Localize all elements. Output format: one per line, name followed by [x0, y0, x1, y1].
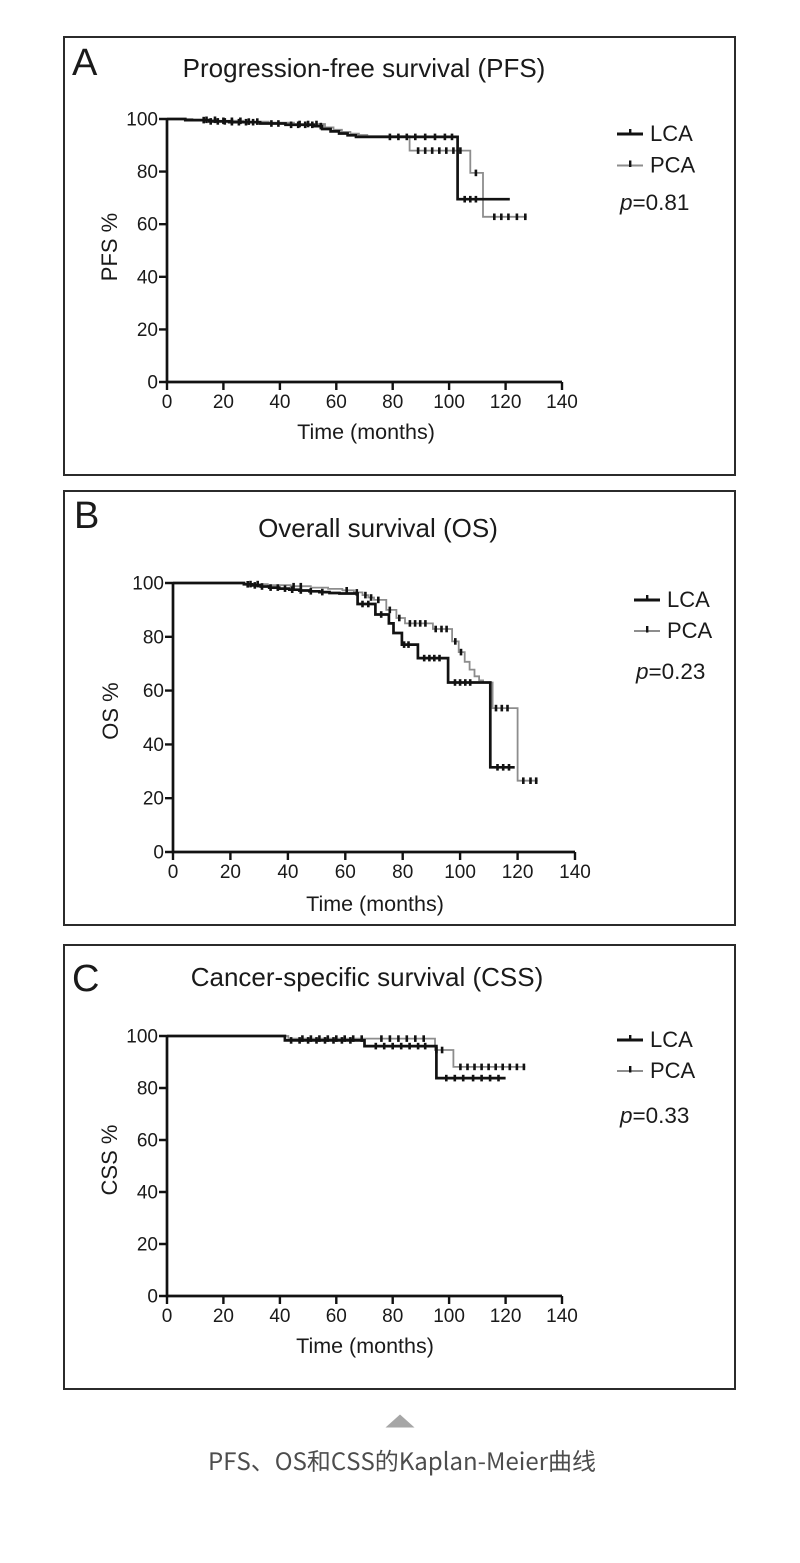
- svg-text:100: 100: [126, 110, 158, 131]
- svg-text:0: 0: [162, 392, 173, 413]
- svg-text:0: 0: [147, 1287, 158, 1308]
- svg-text:Time (months): Time (months): [297, 420, 435, 444]
- svg-text:LCA: LCA: [650, 1027, 693, 1052]
- svg-text:60: 60: [335, 862, 356, 883]
- svg-text:100: 100: [444, 862, 476, 883]
- svg-text:20: 20: [137, 1235, 158, 1256]
- svg-text:120: 120: [490, 1306, 522, 1327]
- svg-text:0: 0: [162, 1306, 173, 1327]
- svg-text:A: A: [72, 42, 98, 84]
- svg-text:140: 140: [546, 1306, 578, 1327]
- svg-text:80: 80: [392, 862, 413, 883]
- svg-text:p=0.33: p=0.33: [619, 1103, 689, 1128]
- svg-text:PFS %: PFS %: [97, 213, 122, 281]
- svg-text:Time (months): Time (months): [306, 892, 444, 916]
- svg-text:100: 100: [132, 574, 164, 595]
- svg-text:PCA: PCA: [667, 618, 713, 643]
- svg-text:60: 60: [326, 392, 347, 413]
- svg-text:60: 60: [326, 1306, 347, 1327]
- svg-text:80: 80: [382, 392, 403, 413]
- svg-text:LCA: LCA: [667, 587, 710, 612]
- svg-text:60: 60: [143, 681, 164, 702]
- svg-text:Overall survival (OS): Overall survival (OS): [258, 513, 498, 543]
- svg-text:40: 40: [143, 735, 164, 756]
- svg-text:Cancer-specific survival (CSS): Cancer-specific survival (CSS): [191, 962, 544, 992]
- svg-text:0: 0: [168, 862, 179, 883]
- svg-text:OS %: OS %: [98, 682, 123, 739]
- svg-text:40: 40: [277, 862, 298, 883]
- svg-text:20: 20: [220, 862, 241, 883]
- svg-text:40: 40: [269, 392, 290, 413]
- svg-text:40: 40: [137, 1183, 158, 1204]
- svg-text:Progression-free survival (PFS: Progression-free survival (PFS): [183, 53, 546, 83]
- svg-text:40: 40: [137, 267, 158, 288]
- svg-text:100: 100: [433, 392, 465, 413]
- svg-text:CSS %: CSS %: [97, 1125, 122, 1196]
- svg-text:0: 0: [147, 373, 158, 394]
- svg-text:LCA: LCA: [650, 121, 693, 146]
- svg-text:140: 140: [559, 862, 591, 883]
- svg-text:60: 60: [137, 1131, 158, 1152]
- svg-text:p=0.23: p=0.23: [635, 659, 705, 684]
- svg-text:0: 0: [153, 843, 164, 864]
- svg-text:140: 140: [546, 392, 578, 413]
- svg-text:C: C: [72, 958, 99, 1000]
- svg-text:20: 20: [137, 320, 158, 341]
- svg-text:PCA: PCA: [650, 1058, 696, 1083]
- svg-text:60: 60: [137, 215, 158, 236]
- svg-text:80: 80: [143, 627, 164, 648]
- svg-text:PCA: PCA: [650, 153, 696, 178]
- svg-text:80: 80: [137, 1079, 158, 1100]
- svg-text:p=0.81: p=0.81: [619, 190, 689, 215]
- svg-text:120: 120: [490, 392, 522, 413]
- svg-text:20: 20: [213, 1306, 234, 1327]
- svg-text:100: 100: [126, 1027, 158, 1048]
- svg-text:80: 80: [137, 162, 158, 183]
- svg-text:20: 20: [213, 392, 234, 413]
- svg-text:B: B: [74, 495, 99, 537]
- svg-text:40: 40: [269, 1306, 290, 1327]
- svg-text:80: 80: [382, 1306, 403, 1327]
- svg-text:120: 120: [502, 862, 534, 883]
- svg-text:Time (months): Time (months): [296, 1334, 434, 1358]
- svg-text:100: 100: [433, 1306, 465, 1327]
- svg-text:20: 20: [143, 789, 164, 810]
